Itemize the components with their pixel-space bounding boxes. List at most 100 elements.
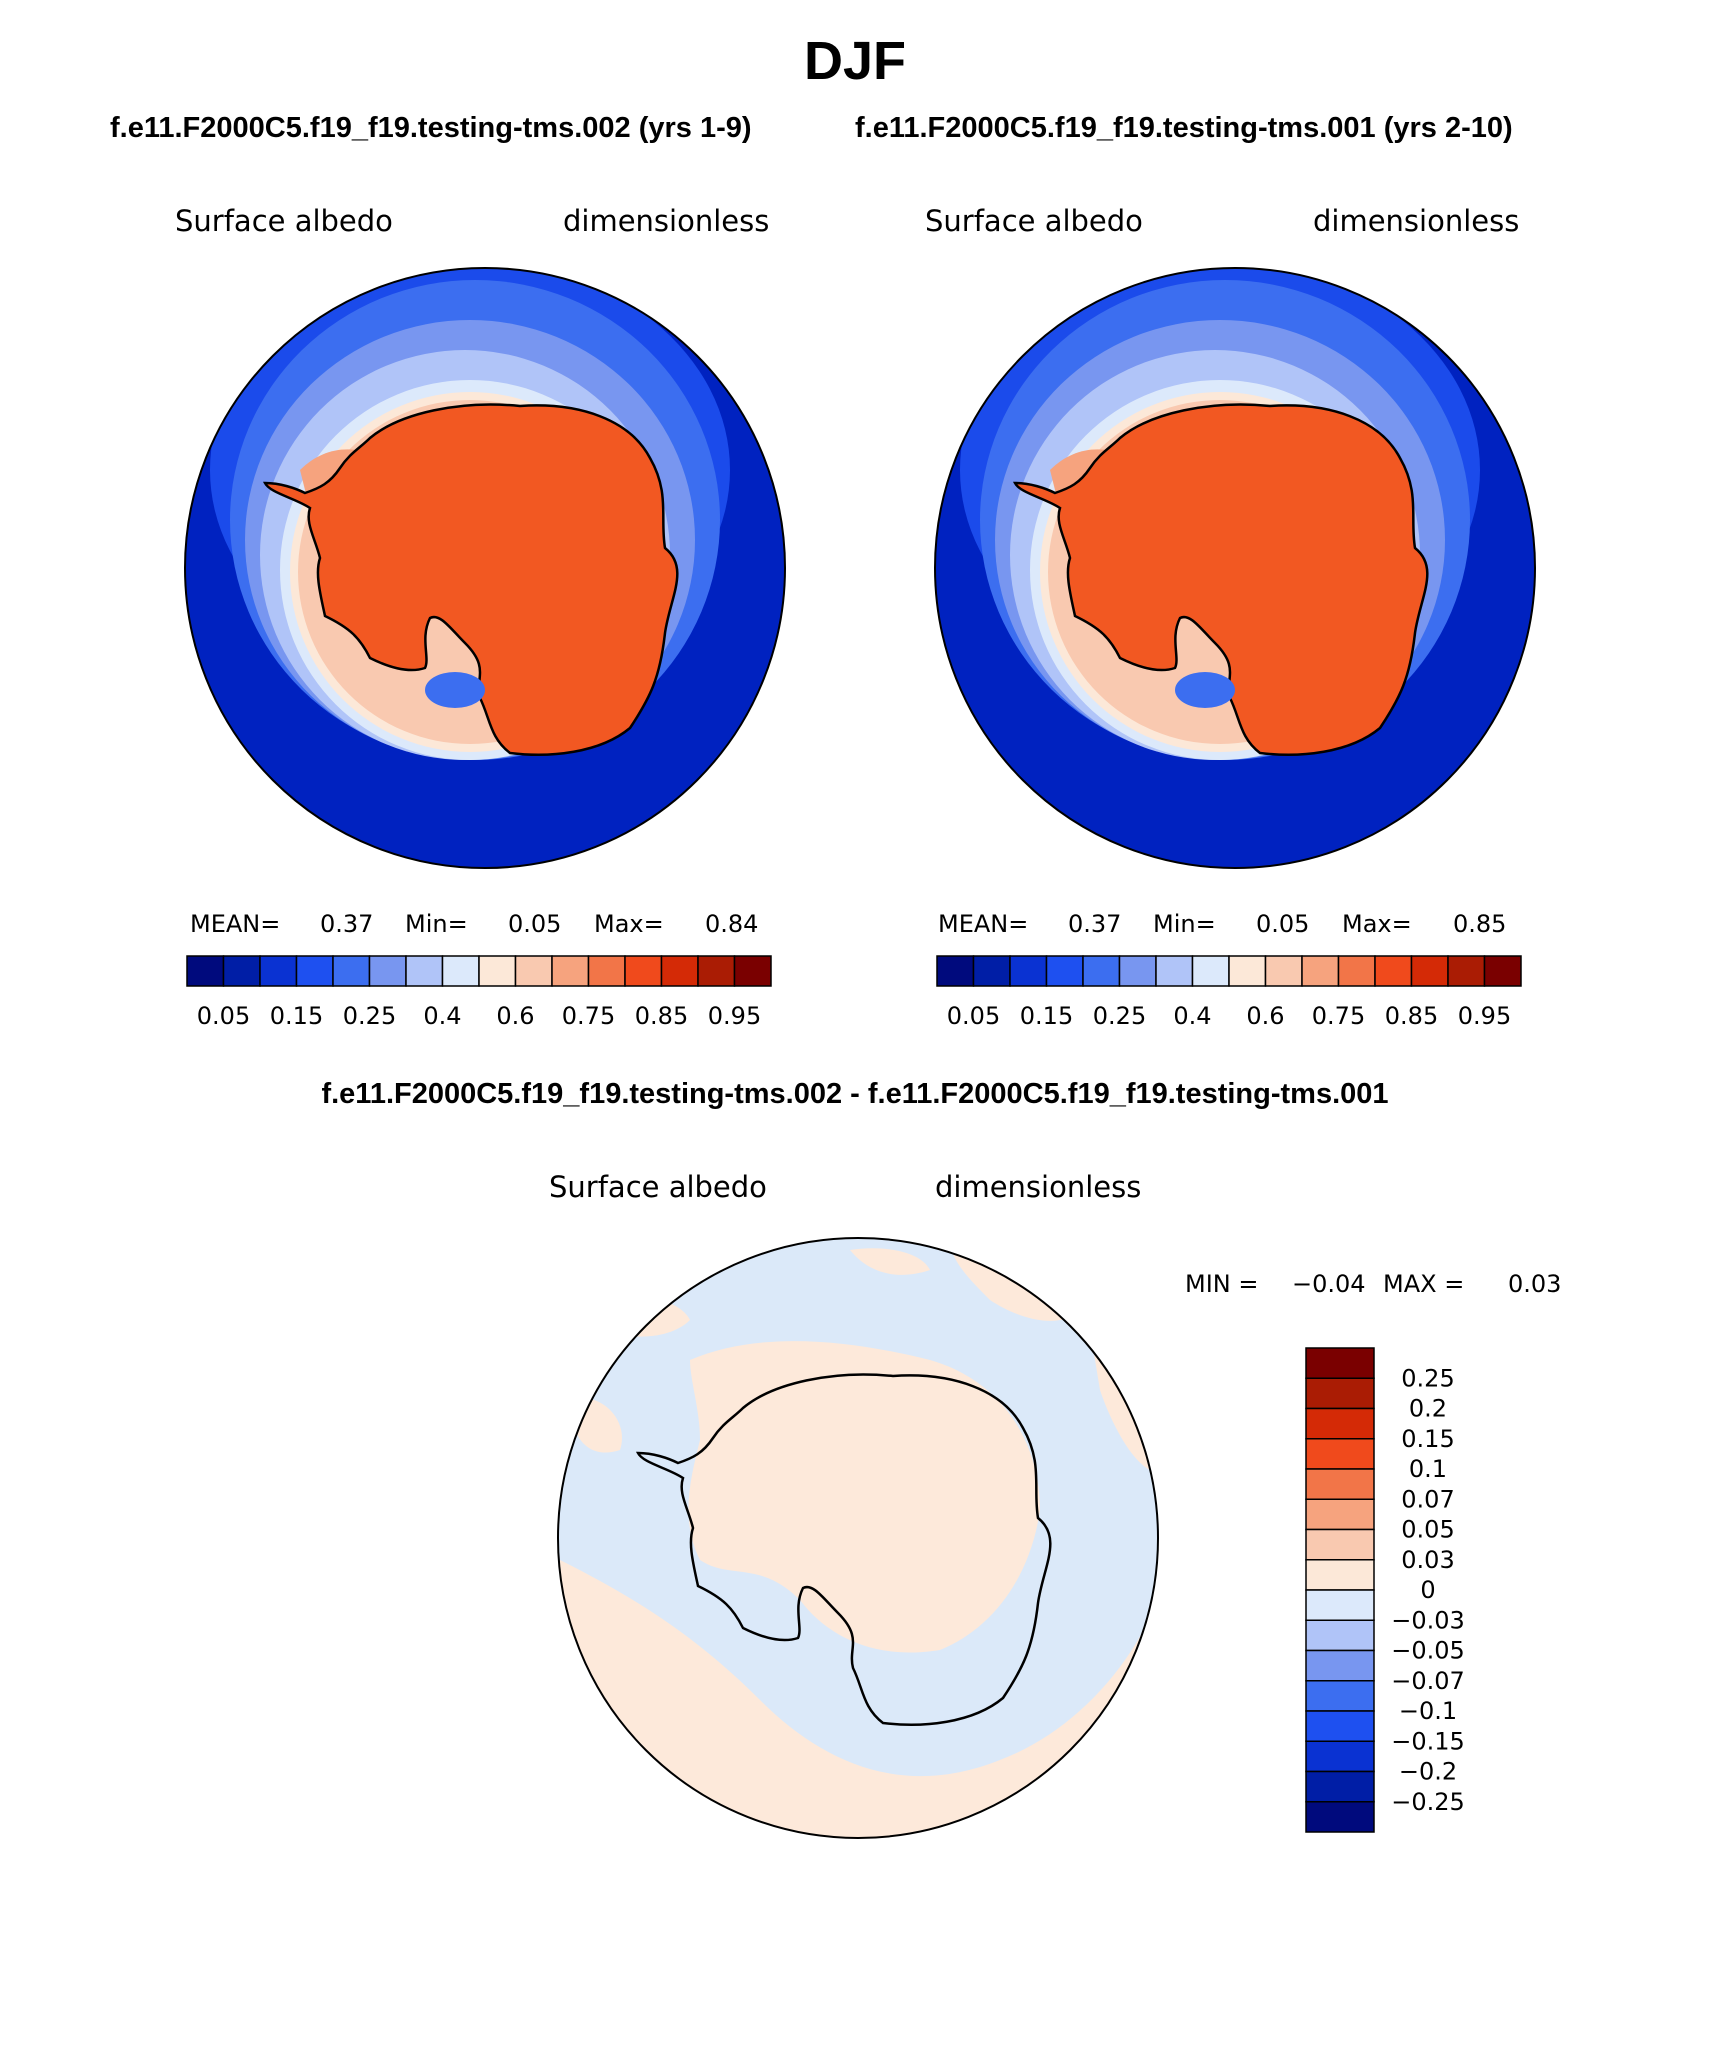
panel-a-colorbar-tick-label: 0.6 [496, 1002, 534, 1030]
panel-a-colorbar-box [514, 955, 553, 987]
panel-a-max-value: 0.84 [705, 910, 759, 938]
panel-a-colorbar-box [368, 955, 407, 987]
case-a-title: f.e11.F2000C5.f19_f19.testing-tms.002 (y… [110, 112, 752, 144]
panel-a-colorbar-tick-label: 0.85 [635, 1002, 688, 1030]
panel-b-colorbar-box [1191, 955, 1230, 987]
diff-colorbar-tick-label: 0 [1420, 1576, 1435, 1604]
diff-min-label: MIN = [1185, 1270, 1259, 1298]
panel-b-max-label: Max= [1342, 910, 1412, 938]
panel-b-min-value: 0.05 [1256, 910, 1310, 938]
panel-b-mean-label: MEAN= [938, 910, 1029, 938]
diff-colorbar-box [1305, 1710, 1375, 1742]
panel-a-colorbar-tick-label: 0.15 [270, 1002, 323, 1030]
panel-a-colorbar-box [551, 955, 590, 987]
diff-max-value: 0.03 [1508, 1270, 1562, 1298]
panel-b-colorbar-box [1410, 955, 1449, 987]
diff-colorbar-tick-label: 0.15 [1401, 1425, 1454, 1453]
panel-a-mean-label: MEAN= [190, 910, 281, 938]
diff-variable: Surface albedo [549, 1170, 767, 1204]
panel-a-colorbar-box [222, 955, 261, 987]
panel-a-colorbar-tick-label: 0.75 [562, 1002, 615, 1030]
panel-a-units: dimensionless [563, 204, 770, 238]
panel-a-colorbar-box [441, 955, 480, 987]
panel-b-colorbar-box [1009, 955, 1048, 987]
panel-b-colorbar-box [936, 955, 975, 987]
diff-colorbar-box [1305, 1559, 1375, 1591]
panel-a-colorbar-box [405, 955, 444, 987]
diff-colorbar-tick-label: −0.1 [1399, 1697, 1457, 1725]
diff-colorbar-tick-label: −0.07 [1391, 1667, 1465, 1695]
panel-b-max-value: 0.85 [1453, 910, 1507, 938]
panel-b-min-label: Min= [1153, 910, 1216, 938]
diff-title: f.e11.F2000C5.f19_f19.testing-tms.002 - … [321, 1078, 1389, 1110]
panel-b-map [934, 267, 1536, 869]
diff-min-value: −0.04 [1292, 1270, 1366, 1298]
diff-colorbar-box [1305, 1407, 1375, 1440]
panel-b-colorbar-tick-label: 0.95 [1458, 1002, 1511, 1030]
panel-b-colorbar-tick-label: 0.05 [947, 1002, 1000, 1030]
diff-colorbar-tick-label: 0.05 [1401, 1516, 1454, 1544]
panel-b-colorbar-box [1447, 955, 1486, 987]
panel-a-colorbar-tick-label: 0.05 [197, 1002, 250, 1030]
diff-colorbar-tick-label: −0.15 [1391, 1727, 1465, 1755]
panel-b-units: dimensionless [1313, 204, 1520, 238]
panel-b-colorbar-box [1264, 955, 1303, 987]
panel-b-colorbar-box [1374, 955, 1413, 987]
panel-a-mean-value: 0.37 [320, 910, 374, 938]
diff-max-label: MAX = [1383, 1270, 1465, 1298]
panel-b-mean-value: 0.37 [1068, 910, 1122, 938]
panel-a-colorbar-box [587, 955, 626, 987]
diff-map [557, 1237, 1159, 1839]
panel-b-colorbar-box [972, 955, 1011, 987]
panel-b-colorbar-box [1045, 955, 1084, 987]
diff-colorbar-box [1305, 1528, 1375, 1561]
diff-colorbar-box [1305, 1438, 1375, 1470]
diff-colorbar-box [1305, 1680, 1375, 1712]
diff-colorbar-box [1305, 1619, 1375, 1652]
panel-a-colorbar-box [697, 955, 736, 987]
diff-colorbar-tick-label: −0.05 [1391, 1637, 1465, 1665]
panel-b-colorbar-box [1155, 955, 1194, 987]
panel-b-colorbar-box [1228, 955, 1267, 987]
panel-a-colorbar-tick-label: 0.4 [423, 1002, 461, 1030]
diff-colorbar-box [1305, 1770, 1375, 1803]
panel-a-colorbar-tick-label: 0.95 [708, 1002, 761, 1030]
panel-a-colorbar-box [624, 955, 663, 987]
diff-colorbar-tick-label: 0.1 [1409, 1455, 1447, 1483]
panel-b-colorbar-tick-label: 0.6 [1246, 1002, 1284, 1030]
panel-a-colorbar-box [186, 955, 225, 987]
figure-title: DJF [803, 31, 906, 91]
panel-b-colorbar-box [1337, 955, 1376, 987]
case-b-title: f.e11.F2000C5.f19_f19.testing-tms.001 (y… [855, 112, 1513, 144]
panel-a-colorbar-box [332, 955, 371, 987]
panel-b-colorbar-tick-label: 0.4 [1173, 1002, 1211, 1030]
diff-units: dimensionless [935, 1170, 1142, 1204]
diff-colorbar-tick-label: 0.07 [1401, 1485, 1454, 1513]
diff-colorbar-tick-label: 0.03 [1401, 1546, 1454, 1574]
diff-colorbar-box [1305, 1377, 1375, 1410]
panel-b-colorbar: 0.05 0.15 0.25 0.4 0.6 0.75 0.85 0.95 [936, 955, 1522, 1030]
panel-a-colorbar: 0.05 0.15 0.25 0.4 0.6 0.75 0.85 0.95 [186, 955, 772, 1030]
panel-a-colorbar-box [660, 955, 699, 987]
panel-a-colorbar-box [478, 955, 517, 987]
diff-colorbar-tick-label: 0.2 [1409, 1395, 1447, 1423]
panel-a-map [184, 267, 786, 869]
panel-b-colorbar-tick-label: 0.75 [1312, 1002, 1365, 1030]
diff-colorbar-box [1305, 1468, 1375, 1500]
diff-colorbar-box [1305, 1801, 1375, 1833]
diff-colorbar-box [1305, 1347, 1375, 1379]
diff-colorbar-tick-label: −0.03 [1391, 1606, 1465, 1634]
diff-colorbar-tick-label: −0.2 [1399, 1758, 1457, 1786]
diff-colorbar-box [1305, 1589, 1375, 1621]
panel-a-max-label: Max= [594, 910, 664, 938]
panel-b-colorbar-tick-label: 0.85 [1385, 1002, 1438, 1030]
panel-b-colorbar-tick-label: 0.25 [1093, 1002, 1146, 1030]
panel-b-colorbar-box [1301, 955, 1340, 987]
panel-a-colorbar-box [259, 955, 298, 987]
panel-a-variable: Surface albedo [175, 204, 393, 238]
panel-a-colorbar-box [733, 955, 772, 987]
diff-colorbar-box [1305, 1649, 1375, 1682]
panel-a-min-value: 0.05 [508, 910, 562, 938]
panel-b-colorbar-box [1483, 955, 1522, 987]
